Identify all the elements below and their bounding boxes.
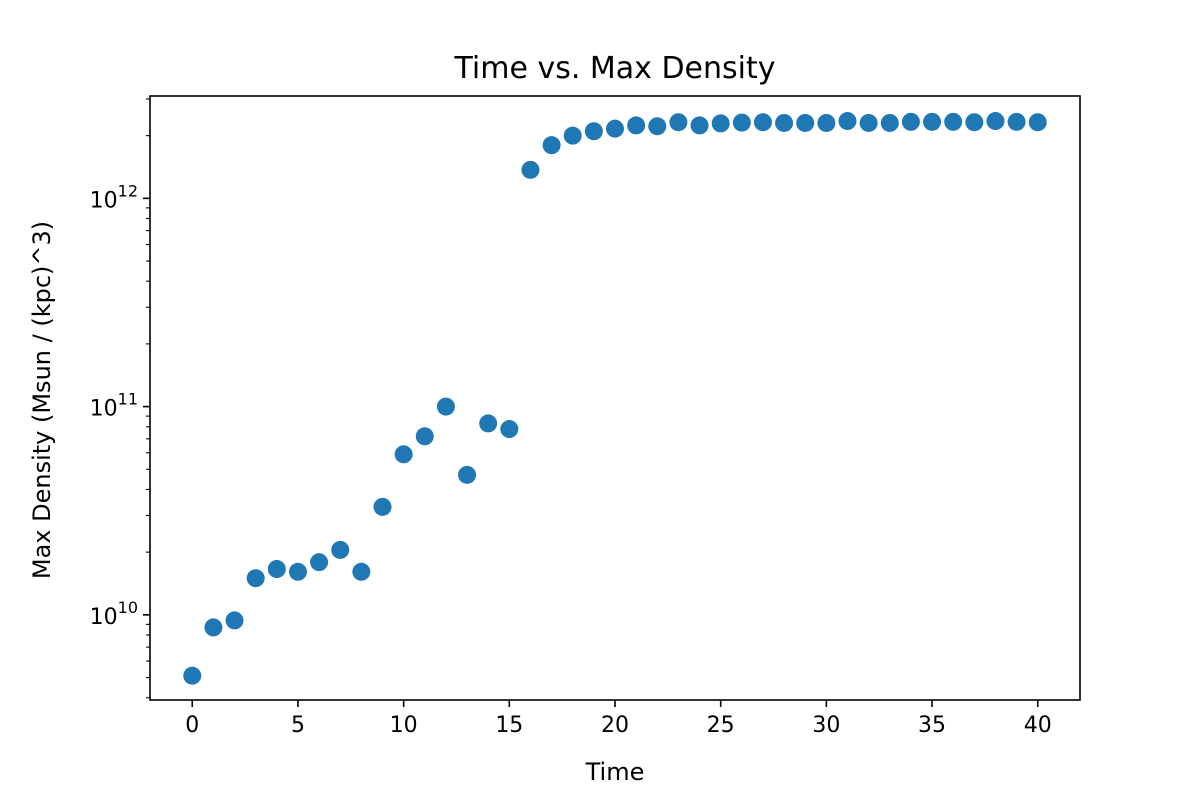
data-point xyxy=(1028,113,1047,132)
data-points xyxy=(183,112,1047,685)
data-point xyxy=(394,445,413,464)
data-point xyxy=(563,126,582,145)
data-point xyxy=(542,136,561,155)
data-point xyxy=(436,397,455,416)
data-point xyxy=(775,113,794,132)
data-point xyxy=(944,112,963,131)
data-point xyxy=(711,114,730,133)
data-point xyxy=(288,562,307,581)
data-point xyxy=(648,117,667,136)
data-point xyxy=(986,112,1005,131)
data-point xyxy=(479,414,498,433)
data-point xyxy=(627,116,646,135)
x-tick-label: 0 xyxy=(185,713,199,738)
data-point xyxy=(880,113,899,132)
data-point xyxy=(458,465,477,484)
data-point xyxy=(753,113,772,132)
data-point xyxy=(1007,112,1026,131)
data-point xyxy=(521,160,540,179)
data-point xyxy=(923,112,942,131)
x-tick-label: 40 xyxy=(1024,713,1052,738)
data-point xyxy=(965,113,984,132)
data-point xyxy=(690,116,709,135)
x-tick-label: 20 xyxy=(601,713,629,738)
x-axis-ticks: 0 5 10 15 20 25 30 35 40 xyxy=(185,700,1052,738)
y-tick-label: 1011 xyxy=(90,390,138,422)
data-point xyxy=(796,113,815,132)
y-tick-label: 1010 xyxy=(90,598,138,630)
data-point xyxy=(901,112,920,131)
x-tick-label: 25 xyxy=(707,713,735,738)
chart-title: Time vs. Max Density xyxy=(453,51,775,86)
data-point xyxy=(310,553,329,572)
data-point xyxy=(246,569,265,588)
x-tick-label: 30 xyxy=(812,713,840,738)
data-point xyxy=(352,562,371,581)
y-axis-label: Max Density (Msun / (kpc)^3) xyxy=(28,221,56,579)
data-point xyxy=(373,497,392,516)
x-tick-label: 15 xyxy=(495,713,523,738)
data-point xyxy=(838,112,857,131)
data-point xyxy=(331,540,350,559)
data-point xyxy=(669,113,688,132)
data-point xyxy=(817,113,836,132)
x-tick-label: 35 xyxy=(918,713,946,738)
plot-frame xyxy=(149,95,1081,701)
x-tick-label: 10 xyxy=(390,713,418,738)
data-point xyxy=(225,611,244,630)
data-point xyxy=(606,119,624,138)
data-point xyxy=(267,559,286,578)
y-axis-ticks: 1010 1011 1012 xyxy=(90,181,150,630)
data-point xyxy=(183,666,202,685)
data-point xyxy=(500,420,519,439)
data-point xyxy=(732,113,751,132)
y-tick-label: 1012 xyxy=(90,181,138,213)
data-point xyxy=(859,113,878,132)
x-axis-label: Time xyxy=(585,758,645,786)
data-point xyxy=(415,427,434,446)
data-point xyxy=(204,618,223,637)
x-tick-label: 5 xyxy=(291,713,305,738)
data-point xyxy=(584,122,603,141)
